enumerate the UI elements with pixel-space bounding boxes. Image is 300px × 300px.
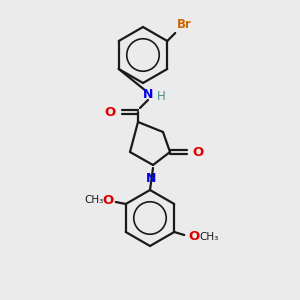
Text: Br: Br bbox=[177, 18, 192, 31]
Text: O: O bbox=[102, 194, 113, 206]
Text: CH₃: CH₃ bbox=[200, 232, 219, 242]
Text: N: N bbox=[146, 172, 156, 185]
Text: H: H bbox=[157, 89, 166, 103]
Text: CH₃: CH₃ bbox=[84, 195, 104, 205]
Text: O: O bbox=[192, 146, 203, 158]
Text: O: O bbox=[105, 106, 116, 118]
Text: N: N bbox=[143, 88, 153, 101]
Text: O: O bbox=[189, 230, 200, 244]
